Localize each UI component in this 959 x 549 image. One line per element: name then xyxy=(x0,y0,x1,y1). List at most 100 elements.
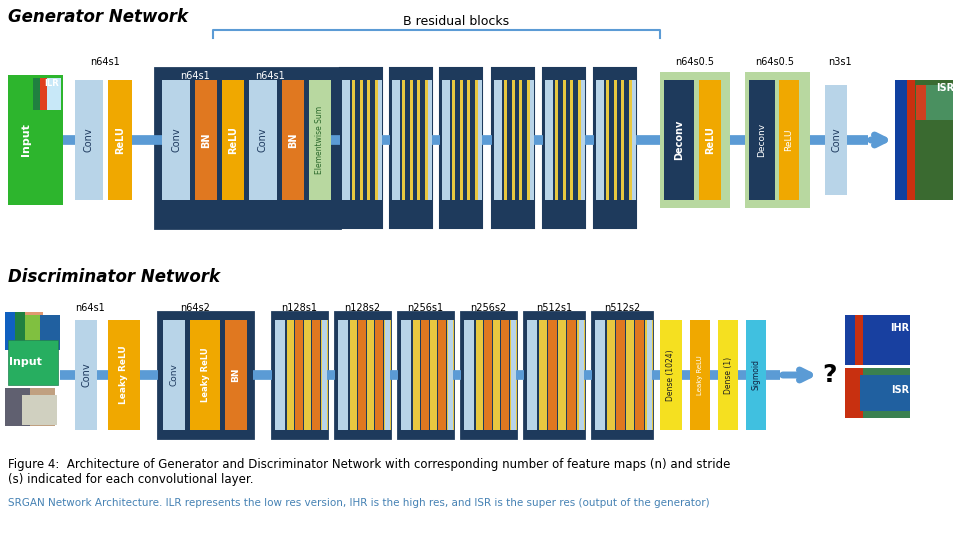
Text: ReLU: ReLU xyxy=(705,126,715,154)
Bar xyxy=(718,320,738,430)
Bar xyxy=(579,320,584,430)
Bar xyxy=(421,80,424,200)
Bar xyxy=(155,68,340,228)
Bar xyxy=(430,320,437,430)
Bar xyxy=(860,375,910,411)
Bar xyxy=(75,320,97,430)
Bar xyxy=(25,315,40,350)
Text: Input: Input xyxy=(21,124,31,156)
Text: n64s0.5: n64s0.5 xyxy=(756,57,794,67)
Bar xyxy=(492,68,534,228)
Bar xyxy=(635,320,643,430)
Bar xyxy=(342,80,350,200)
Bar xyxy=(190,320,220,430)
Bar xyxy=(375,80,378,200)
Bar xyxy=(626,320,634,430)
Bar xyxy=(295,320,303,430)
Bar xyxy=(438,320,446,430)
Bar xyxy=(163,320,185,430)
Text: Conv: Conv xyxy=(831,128,841,152)
Text: Sigmoid: Sigmoid xyxy=(752,360,760,390)
Bar xyxy=(526,80,529,200)
Bar xyxy=(195,80,217,200)
Text: Conv: Conv xyxy=(84,128,94,152)
Bar xyxy=(621,80,624,200)
Bar xyxy=(617,320,625,430)
Bar xyxy=(576,320,585,430)
Bar xyxy=(690,320,710,430)
Bar xyxy=(577,80,581,200)
Bar xyxy=(895,80,907,200)
Bar xyxy=(478,80,482,200)
Bar xyxy=(409,80,412,200)
Text: Conv: Conv xyxy=(81,363,91,387)
Bar xyxy=(350,320,358,430)
Bar xyxy=(447,320,454,430)
Text: Generator Network: Generator Network xyxy=(8,8,188,26)
Bar xyxy=(530,80,533,200)
Bar xyxy=(845,315,863,365)
Text: n64s1: n64s1 xyxy=(75,303,105,313)
Text: n64s1: n64s1 xyxy=(180,71,210,81)
Bar xyxy=(558,320,566,430)
Bar xyxy=(511,80,515,200)
Bar xyxy=(222,80,244,200)
Bar xyxy=(573,80,577,200)
Bar xyxy=(398,312,453,438)
Bar xyxy=(845,315,910,365)
Bar xyxy=(5,312,15,350)
Bar xyxy=(463,80,466,200)
Bar xyxy=(402,80,406,200)
Text: n256s2: n256s2 xyxy=(470,303,506,313)
Bar xyxy=(75,80,103,200)
Bar xyxy=(527,320,537,430)
Bar xyxy=(340,68,382,228)
Text: Leaky ReLU: Leaky ReLU xyxy=(697,355,703,395)
Bar xyxy=(502,320,508,430)
Text: n64s1: n64s1 xyxy=(90,57,120,67)
Bar xyxy=(624,80,628,200)
Bar xyxy=(916,85,953,120)
Bar xyxy=(467,80,470,200)
Bar xyxy=(282,80,304,200)
Bar xyxy=(33,78,61,110)
Bar xyxy=(570,80,573,200)
Bar xyxy=(5,388,55,426)
Bar xyxy=(523,80,526,200)
Bar xyxy=(543,68,585,228)
Bar xyxy=(272,312,327,438)
Bar xyxy=(845,368,910,418)
Bar xyxy=(614,80,617,200)
Bar xyxy=(417,80,420,200)
Bar xyxy=(304,320,312,430)
Bar xyxy=(618,80,620,200)
Bar xyxy=(471,80,474,200)
Text: BN: BN xyxy=(201,132,211,148)
Bar xyxy=(425,80,428,200)
Bar xyxy=(275,320,285,430)
Bar xyxy=(22,395,57,425)
Bar xyxy=(699,80,721,200)
Bar xyxy=(509,320,517,430)
Bar xyxy=(363,80,366,200)
Bar xyxy=(475,80,478,200)
Bar xyxy=(392,80,400,200)
Bar xyxy=(378,80,382,200)
Text: Discriminator Network: Discriminator Network xyxy=(8,268,220,286)
Text: B residual blocks: B residual blocks xyxy=(404,15,509,28)
Bar xyxy=(456,80,459,200)
Text: ISR: ISR xyxy=(891,385,909,395)
Text: Dense (1024): Dense (1024) xyxy=(667,349,675,401)
Bar xyxy=(895,80,915,200)
Bar xyxy=(632,80,636,200)
Bar xyxy=(581,80,585,200)
Bar xyxy=(549,320,557,430)
Bar xyxy=(476,320,483,430)
Bar xyxy=(313,320,319,430)
Text: SRGAN Network Architecture. ILR represents the low res version, IHR is the high : SRGAN Network Architecture. ILR represen… xyxy=(8,498,710,508)
Text: Deconv: Deconv xyxy=(674,120,684,160)
Bar xyxy=(779,80,799,200)
Bar xyxy=(25,315,60,350)
Bar xyxy=(628,80,632,200)
Bar xyxy=(493,320,501,430)
